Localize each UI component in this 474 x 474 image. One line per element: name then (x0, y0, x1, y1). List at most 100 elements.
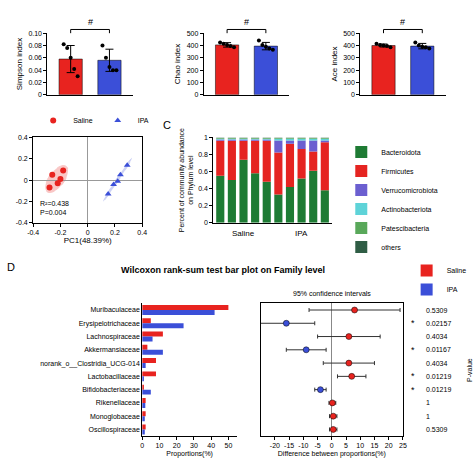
svg-text:P-value: P-value (466, 358, 473, 382)
svg-text:Erysipelotrichaceae: Erysipelotrichaceae (79, 320, 140, 328)
svg-text:Simpson index: Simpson index (15, 38, 24, 90)
svg-text:0.04: 0.04 (28, 67, 42, 74)
svg-text:Ace index: Ace index (330, 46, 339, 81)
svg-text:0.02157: 0.02157 (426, 320, 451, 327)
svg-text:0.06: 0.06 (28, 54, 42, 61)
svg-text:IPA: IPA (138, 117, 149, 124)
svg-text:Saline: Saline (73, 117, 93, 124)
svg-text:40: 40 (207, 442, 215, 449)
svg-text:IPA: IPA (447, 286, 458, 293)
svg-text:Muribaculaceae: Muribaculaceae (90, 306, 140, 313)
svg-text:0.4: 0.4 (18, 134, 28, 141)
svg-text:*: * (411, 371, 415, 381)
svg-text:Difference between proportions: Difference between proportions(%) (278, 450, 386, 458)
svg-text:-15: -15 (284, 442, 294, 449)
svg-text:100: 100 (187, 79, 199, 86)
svg-text:0.5309: 0.5309 (426, 307, 448, 314)
svg-text:0.4: 0.4 (137, 229, 147, 236)
svg-text:Oscillospiraceae: Oscillospiraceae (88, 426, 139, 434)
svg-text:20: 20 (385, 442, 393, 449)
svg-text:0: 0 (38, 91, 42, 98)
svg-text:0.02: 0.02 (28, 79, 42, 86)
svg-text:*: * (411, 318, 415, 328)
svg-text:0.2: 0.2 (198, 202, 208, 209)
svg-text:10: 10 (356, 442, 364, 449)
svg-text:400: 400 (343, 42, 355, 49)
svg-text:*: * (411, 345, 415, 355)
svg-text:1: 1 (204, 134, 208, 141)
svg-text:0: 0 (195, 91, 199, 98)
svg-text:Chao index: Chao index (173, 44, 182, 84)
svg-text:1: 1 (426, 413, 430, 420)
svg-text:Patescibacteria: Patescibacteria (381, 225, 429, 232)
svg-text:#: # (88, 17, 93, 27)
svg-text:-0.4: -0.4 (16, 219, 28, 226)
svg-text:PC1(48.39%): PC1(48.39%) (64, 236, 112, 245)
svg-text:-0.2: -0.2 (16, 198, 28, 205)
svg-text:30: 30 (190, 442, 198, 449)
svg-text:Wilcoxon rank-sum test bar plo: Wilcoxon rank-sum test bar plot on Famil… (121, 265, 325, 275)
svg-text:Bifidobacteriaceae: Bifidobacteriaceae (82, 386, 140, 393)
svg-text:500: 500 (187, 30, 199, 37)
svg-text:#: # (400, 17, 405, 27)
svg-text:Monoglobaceae: Monoglobaceae (90, 413, 140, 421)
svg-text:Actinobacteriota: Actinobacteriota (381, 206, 431, 213)
svg-text:Saline: Saline (232, 229, 255, 238)
svg-text:Bacteroidota: Bacteroidota (381, 149, 420, 156)
svg-text:400: 400 (187, 42, 199, 49)
svg-text:0: 0 (204, 219, 208, 226)
svg-text:-10: -10 (298, 442, 308, 449)
svg-text:300: 300 (187, 54, 199, 61)
svg-text:-20: -20 (270, 442, 280, 449)
svg-text:0.4034: 0.4034 (426, 333, 448, 340)
svg-text:norank_o__Clostridia_UCG-014: norank_o__Clostridia_UCG-014 (40, 360, 140, 368)
svg-text:500: 500 (343, 30, 355, 37)
svg-text:15: 15 (371, 442, 379, 449)
svg-text:200: 200 (187, 67, 199, 74)
svg-text:others: others (381, 244, 401, 251)
svg-text:C: C (163, 119, 171, 131)
svg-text:0.01167: 0.01167 (426, 346, 451, 353)
svg-text:0.6: 0.6 (198, 168, 208, 175)
svg-text:5: 5 (344, 442, 348, 449)
svg-text:R²=0.438P=0.004: R²=0.438P=0.004 (40, 200, 69, 216)
svg-text:Lactobacillaceae: Lactobacillaceae (88, 373, 140, 380)
svg-text:Akkermansiaceae: Akkermansiaceae (84, 346, 140, 353)
svg-text:0.01219: 0.01219 (426, 386, 451, 393)
svg-text:0.08: 0.08 (28, 42, 42, 49)
svg-text:IPA: IPA (295, 229, 308, 238)
svg-text:0.5309: 0.5309 (426, 426, 448, 433)
svg-text:0: 0 (351, 91, 355, 98)
svg-text:25: 25 (399, 442, 407, 449)
svg-text:D: D (7, 261, 15, 273)
svg-text:-0.4: -0.4 (27, 229, 39, 236)
svg-text:-5: -5 (314, 442, 320, 449)
svg-text:Saline: Saline (447, 267, 467, 274)
svg-text:0.10: 0.10 (28, 30, 42, 37)
svg-text:100: 100 (343, 79, 355, 86)
svg-text:0: 0 (330, 442, 334, 449)
svg-text:Firmicutes: Firmicutes (381, 168, 414, 175)
svg-text:0.01219: 0.01219 (426, 373, 451, 380)
svg-text:Percent of community abundance: Percent of community abundanceon Phylum … (178, 128, 195, 232)
svg-text:0: 0 (24, 177, 28, 184)
svg-text:0.4034: 0.4034 (426, 360, 448, 367)
svg-text:Rikenellaceae: Rikenellaceae (96, 399, 140, 406)
svg-text:300: 300 (343, 54, 355, 61)
svg-text:*: * (411, 385, 415, 395)
svg-text:Proportions(%): Proportions(%) (166, 450, 213, 458)
svg-text:0.2: 0.2 (110, 229, 120, 236)
svg-text:95% confidence intervals: 95% confidence intervals (293, 290, 371, 297)
svg-text:200: 200 (343, 67, 355, 74)
svg-text:0: 0 (140, 442, 144, 449)
svg-text:Lachnospiraceae: Lachnospiraceae (86, 333, 139, 341)
svg-text:Verrucomicrobiota: Verrucomicrobiota (381, 187, 438, 194)
svg-text:0.4: 0.4 (198, 185, 208, 192)
svg-text:10: 10 (156, 442, 164, 449)
svg-text:#: # (244, 17, 249, 27)
svg-text:1: 1 (426, 399, 430, 406)
svg-text:-0.2: -0.2 (54, 229, 66, 236)
svg-text:0: 0 (86, 229, 90, 236)
svg-text:20: 20 (173, 442, 181, 449)
svg-text:0.2: 0.2 (18, 155, 28, 162)
